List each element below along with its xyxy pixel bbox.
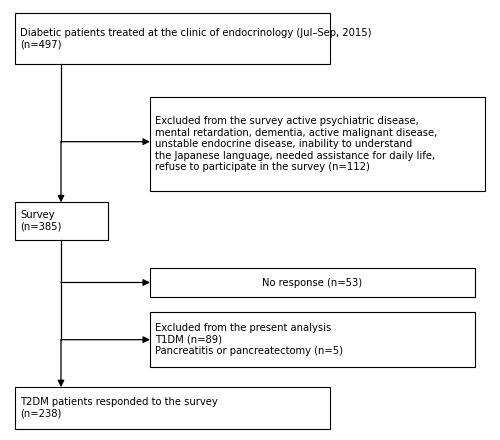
FancyBboxPatch shape [15,13,330,64]
Text: Diabetic patients treated at the clinic of endocrinology (Jul–Sep, 2015)
(n=497): Diabetic patients treated at the clinic … [20,28,372,49]
Text: Excluded from the survey active psychiatric disease,
mental retardation, dementi: Excluded from the survey active psychiat… [155,116,437,172]
FancyBboxPatch shape [15,387,330,429]
Text: T2DM patients responded to the survey
(n=238): T2DM patients responded to the survey (n… [20,397,218,419]
FancyBboxPatch shape [150,312,475,367]
Text: No response (n=53): No response (n=53) [262,278,362,288]
Text: Survey
(n=385): Survey (n=385) [20,210,61,232]
FancyBboxPatch shape [15,202,108,240]
FancyBboxPatch shape [150,268,475,297]
Text: Excluded from the present analysis
T1DM (n=89)
Pancreatitis or pancreatectomy (n: Excluded from the present analysis T1DM … [155,323,343,356]
FancyBboxPatch shape [150,97,485,191]
